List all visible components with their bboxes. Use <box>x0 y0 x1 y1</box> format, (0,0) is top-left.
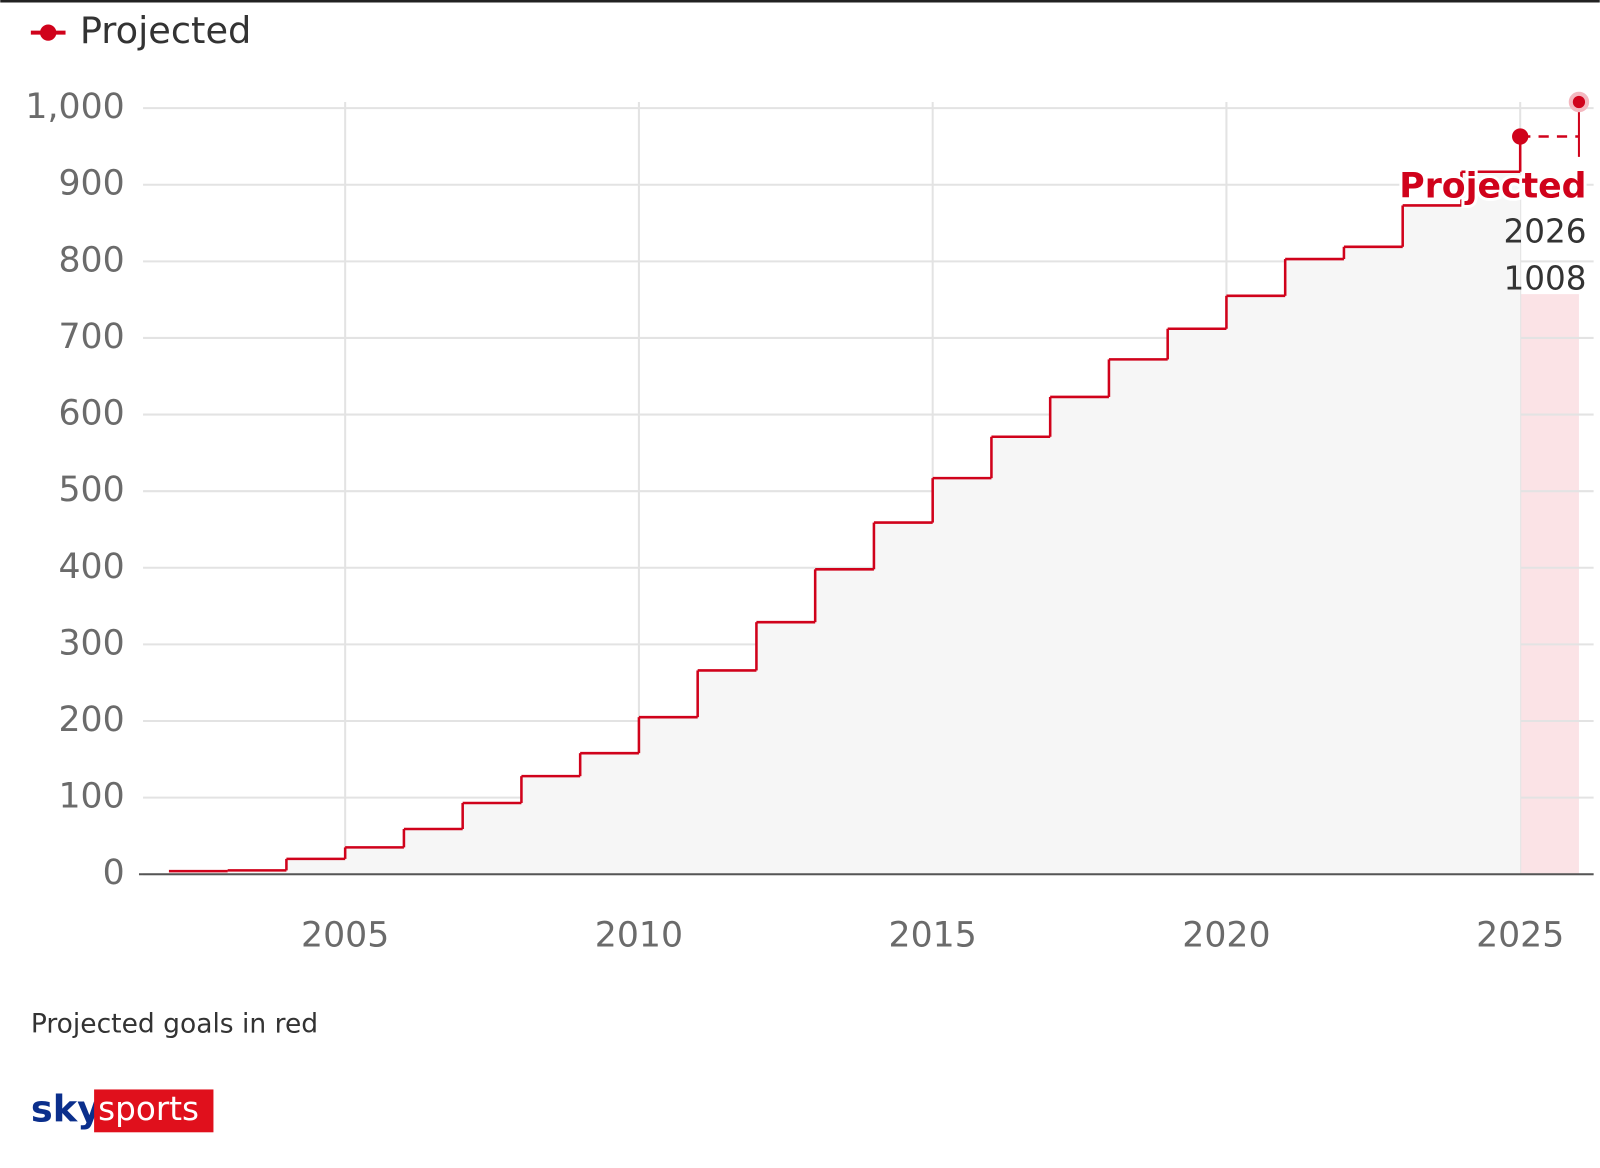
legend-label: Projected <box>80 9 252 52</box>
logo-box <box>94 1089 214 1133</box>
y-tick-label: 200 <box>59 700 125 740</box>
annotation-value: 1008 <box>1503 260 1586 298</box>
logo-sky: sky <box>31 1087 101 1130</box>
x-tick-label: 2025 <box>1476 915 1564 955</box>
legend: Projected <box>30 9 252 52</box>
annotation-x: 2026 <box>1503 213 1586 251</box>
projected-point <box>1568 91 1590 113</box>
projected-point <box>1512 128 1529 145</box>
y-tick-label: 300 <box>59 623 125 663</box>
y-tick-label: 100 <box>59 777 125 817</box>
x-tick-label: 2020 <box>1182 915 1270 955</box>
x-tick-label: 2015 <box>889 915 977 955</box>
legend-marker <box>40 24 57 41</box>
y-tick-label: 1,000 <box>25 87 124 127</box>
note: Projected goals in red <box>31 1009 318 1040</box>
y-tick-label: 800 <box>59 240 125 280</box>
projected-band <box>1520 294 1579 875</box>
x-tick-label: 2005 <box>301 915 389 955</box>
logo: sky sports <box>31 1087 214 1133</box>
y-tick-label: 900 <box>59 164 125 204</box>
area <box>168 171 1521 875</box>
y-tick-label: 700 <box>59 317 125 357</box>
y-tick-label: 0 <box>103 853 125 893</box>
x-tick-label: 2010 <box>595 915 683 955</box>
annotation-label: Projected <box>1399 167 1586 207</box>
y-tick-label: 600 <box>59 394 125 434</box>
y-tick-label: 400 <box>59 547 125 587</box>
y-tick-label: 500 <box>59 470 125 510</box>
logo-sports: sports <box>98 1090 199 1128</box>
